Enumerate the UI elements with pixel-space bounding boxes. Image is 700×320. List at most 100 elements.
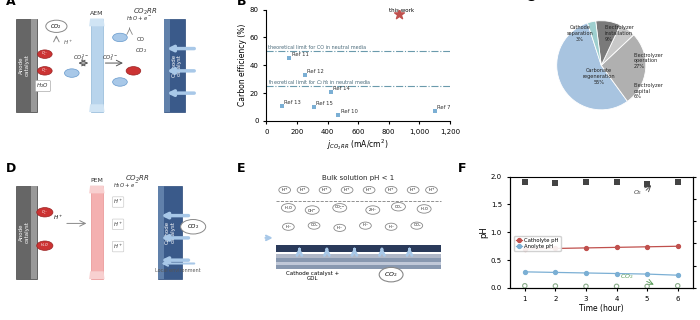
Text: $H_2O + e^-$: $H_2O + e^-$	[126, 14, 152, 22]
Text: $O_2^+$: $O_2^+$	[41, 67, 48, 75]
Catholyte pH	[673, 244, 682, 248]
FancyBboxPatch shape	[164, 19, 186, 112]
Text: $H^+$: $H^+$	[299, 186, 307, 194]
Point	[332, 113, 344, 118]
Text: $CO_2$: $CO_2$	[620, 272, 634, 281]
Circle shape	[385, 223, 397, 230]
Text: theoretical limit for CO in neutral media: theoretical limit for CO in neutral medi…	[268, 45, 366, 50]
Text: Electrolyzer
capital
6%: Electrolyzer capital 6%	[634, 83, 663, 100]
Text: $CO_2$: $CO_2$	[135, 46, 147, 55]
Text: CO$_2$: CO$_2$	[394, 203, 402, 211]
Text: Local environment: Local environment	[155, 268, 201, 273]
FancyBboxPatch shape	[16, 186, 37, 279]
Anolyte pH	[551, 270, 559, 274]
Text: CO: CO	[137, 37, 145, 42]
Point	[276, 103, 287, 108]
FancyBboxPatch shape	[276, 254, 441, 258]
Text: $CO_3^{2-}$: $CO_3^{2-}$	[74, 52, 90, 63]
Point	[580, 180, 592, 185]
Circle shape	[181, 220, 206, 234]
FancyBboxPatch shape	[276, 244, 441, 252]
Text: CO$_3^{2-}$: CO$_3^{2-}$	[334, 204, 345, 212]
Point	[550, 284, 561, 289]
Text: $H_2O$: $H_2O$	[36, 82, 49, 91]
Text: D: D	[6, 162, 17, 175]
Circle shape	[308, 222, 320, 229]
Text: 2H$^+$: 2H$^+$	[368, 206, 377, 214]
Text: C: C	[526, 0, 535, 4]
Point	[284, 56, 295, 61]
Text: $O_2^+$: $O_2^+$	[41, 208, 48, 217]
Circle shape	[298, 187, 309, 194]
Point	[672, 180, 683, 185]
Polygon shape	[89, 271, 104, 279]
Point	[308, 104, 319, 109]
Text: H$_2$O: H$_2$O	[420, 205, 428, 213]
Circle shape	[64, 69, 79, 77]
Line: Anolyte pH: Anolyte pH	[523, 270, 680, 277]
Text: $CO_2$: $CO_2$	[384, 270, 398, 279]
Circle shape	[385, 187, 397, 194]
Text: Electrolyzer
operation
27%: Electrolyzer operation 27%	[634, 52, 663, 69]
Anolyte pH	[521, 270, 529, 274]
Wedge shape	[587, 21, 601, 65]
Anolyte pH	[612, 272, 621, 276]
Circle shape	[417, 205, 431, 213]
Text: Ref 11: Ref 11	[292, 52, 309, 57]
Text: $H^+$: $H^+$	[53, 213, 64, 222]
X-axis label: $j_{CO_2RR}$ (mA/cm$^2$): $j_{CO_2RR}$ (mA/cm$^2$)	[328, 137, 389, 152]
Circle shape	[113, 78, 127, 86]
Text: $CO_2RR$: $CO_2RR$	[132, 7, 158, 17]
Text: theoretical limit for $C_2H_4$ in neutral media: theoretical limit for $C_2H_4$ in neutra…	[268, 78, 371, 87]
Polygon shape	[89, 104, 104, 112]
Text: B: B	[237, 0, 246, 8]
Circle shape	[36, 208, 53, 217]
Catholyte pH	[582, 246, 590, 250]
Text: F: F	[458, 162, 467, 175]
Polygon shape	[91, 186, 103, 279]
Text: A: A	[6, 0, 16, 8]
Circle shape	[411, 222, 423, 229]
Circle shape	[334, 224, 346, 231]
Text: H$^+$: H$^+$	[285, 223, 292, 230]
Text: Ref 7: Ref 7	[438, 105, 451, 110]
Text: PEM: PEM	[90, 178, 104, 183]
Text: $CO_2$: $CO_2$	[187, 222, 199, 231]
Text: Cathode catalyst +: Cathode catalyst +	[286, 271, 339, 276]
FancyBboxPatch shape	[32, 19, 37, 112]
Text: $H^+$: $H^+$	[410, 186, 417, 194]
Legend: Catholyte pH, Anolyte pH: Catholyte pH, Anolyte pH	[514, 236, 561, 251]
Text: Cathode
catalyst: Cathode catalyst	[164, 221, 176, 244]
Text: AEM: AEM	[90, 11, 104, 16]
Text: Cathode
separation
3%: Cathode separation 3%	[566, 25, 594, 42]
FancyBboxPatch shape	[276, 259, 441, 262]
Text: $H^+$: $H^+$	[428, 186, 435, 194]
Point	[519, 283, 531, 288]
Point	[519, 180, 531, 185]
Circle shape	[283, 223, 294, 230]
Circle shape	[332, 204, 346, 212]
Text: $CO_3^{2-}$: $CO_3^{2-}$	[102, 52, 118, 63]
Anolyte pH	[673, 273, 682, 277]
Text: Ref 10: Ref 10	[341, 109, 358, 114]
Text: H$^+$: H$^+$	[388, 223, 395, 230]
Circle shape	[366, 206, 379, 214]
Text: GDL: GDL	[307, 276, 318, 281]
Text: Bulk solution pH < 1: Bulk solution pH < 1	[322, 175, 394, 181]
Text: $H^+$: $H^+$	[387, 186, 395, 194]
Catholyte pH	[643, 245, 651, 249]
Anolyte pH	[643, 272, 651, 276]
Text: H$^+$: H$^+$	[362, 222, 369, 229]
Text: Ref 15: Ref 15	[316, 101, 333, 106]
Point	[550, 181, 561, 186]
Point	[672, 283, 683, 288]
FancyBboxPatch shape	[164, 19, 169, 112]
Text: $O_2^+$: $O_2^+$	[41, 50, 48, 59]
Circle shape	[363, 187, 375, 194]
Circle shape	[426, 187, 438, 194]
Text: OH$^-$: OH$^-$	[307, 206, 317, 213]
Circle shape	[391, 203, 405, 211]
Point	[611, 284, 622, 289]
Anolyte pH	[582, 271, 590, 275]
Wedge shape	[601, 25, 634, 65]
